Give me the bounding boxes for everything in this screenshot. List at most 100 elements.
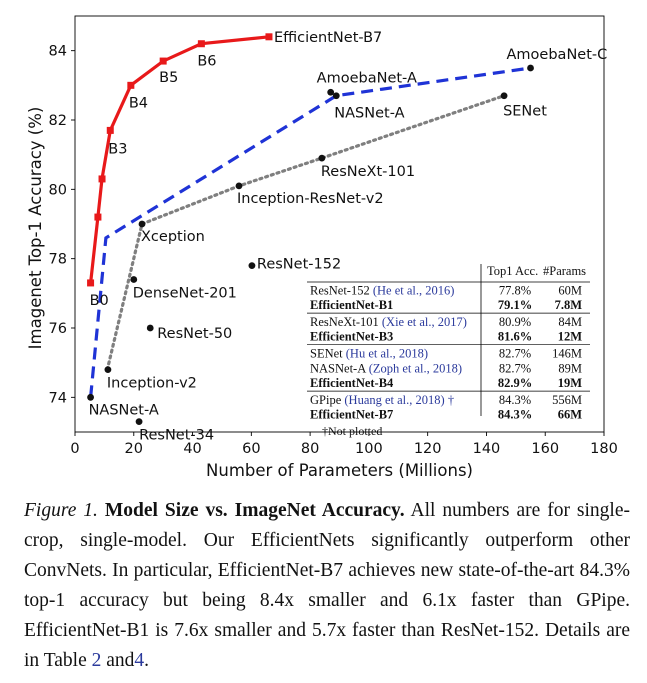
- y-tick-label: 84: [49, 44, 67, 60]
- table-params: 19M: [558, 376, 583, 390]
- table-model: ResNet-152 (He et al., 2016): [310, 283, 454, 297]
- table-params: 84M: [558, 315, 582, 329]
- model-label: SENet: [503, 104, 547, 120]
- x-tick-label: 80: [301, 441, 319, 457]
- caption-label: Figure 1.: [24, 500, 98, 521]
- table-acc: 82.9%: [498, 376, 532, 390]
- caption-body: All numbers are for single-crop, single-…: [24, 500, 631, 671]
- axes: 0 20 40 60 80 100 120 140 160 180 74 76 78 80 82 84 Numb…: [26, 15, 618, 480]
- x-axis-label: Number of Parameters (Millions): [206, 461, 473, 480]
- x-tick-label: 20: [125, 441, 143, 457]
- efficientnet-marker: [94, 213, 102, 221]
- table-citation: (Hu et al., 2018): [346, 347, 428, 361]
- data-points: [87, 33, 534, 425]
- efficientnet-label: B0: [90, 293, 109, 309]
- y-tick-label: 78: [49, 252, 67, 268]
- model-label: ResNet-152: [257, 257, 341, 273]
- model-label: Xception: [141, 229, 205, 245]
- efficientnet-marker: [127, 81, 135, 89]
- model-label: NASNet-A: [334, 106, 404, 122]
- table-acc: 84.3%: [499, 393, 531, 407]
- model-label: AmoebaNet-A: [317, 70, 417, 86]
- table-model: EfficientNet-B4: [310, 376, 394, 390]
- model-point: [138, 220, 146, 228]
- table-model: ResNeXt-101 (Xie et al., 2017): [310, 315, 467, 329]
- table-acc: 79.1%: [498, 298, 532, 312]
- efficientnet-marker: [265, 33, 273, 41]
- model-point: [146, 324, 154, 332]
- x-tick-label: 120: [414, 441, 442, 457]
- table-acc: 81.6%: [498, 330, 532, 344]
- caption-and: and: [106, 650, 135, 671]
- x-tick-label: 100: [355, 441, 383, 457]
- y-tick-label: 76: [49, 321, 67, 337]
- point-labels: B0 B3 B4 B5 B6 EfficientNet-B7 NASNet-A Incepti…: [89, 30, 608, 444]
- chart: 0 20 40 60 80 100 120 140 160 180 74 76 78 80 82 84 Numb…: [26, 15, 618, 480]
- efficientnet-label: EfficientNet-B7: [274, 30, 382, 46]
- efficientnet-marker: [159, 57, 167, 65]
- dashed-series-line: [89, 66, 531, 398]
- y-tick-label: 80: [49, 182, 67, 198]
- model-point: [235, 182, 243, 190]
- y-tick-label: 82: [49, 113, 67, 129]
- model-point: [527, 64, 534, 72]
- table-ref-link[interactable]: 2: [91, 650, 102, 671]
- table-acc: 80.9%: [499, 315, 531, 329]
- table-model: NASNet-A (Zoph et al., 2018): [310, 361, 462, 375]
- table-acc: 82.7%: [499, 361, 531, 375]
- efficientnet-line: [89, 35, 270, 284]
- model-point: [248, 262, 256, 269]
- caption-end: .: [144, 650, 149, 671]
- efficientnet-label: B6: [197, 54, 216, 70]
- table-params: 7.8M: [555, 298, 583, 312]
- model-point: [87, 393, 94, 401]
- table-params: 89M: [558, 361, 582, 375]
- table-citation: (Huang et al., 2018) †: [344, 393, 454, 407]
- model-point: [500, 92, 508, 100]
- model-label: NASNet-A: [89, 402, 159, 418]
- table-params: 66M: [558, 408, 583, 422]
- model-label: DenseNet-201: [133, 285, 237, 301]
- efficientnet-label: B4: [129, 95, 148, 111]
- table-params: 60M: [558, 283, 582, 297]
- table-header: Top1 Acc.: [487, 264, 538, 278]
- table-params: 12M: [558, 330, 583, 344]
- model-label: AmoebaNet-C: [507, 47, 608, 63]
- x-tick-label: 40: [183, 441, 201, 457]
- y-tick-label: 74: [49, 390, 67, 406]
- table-model: EfficientNet-B1: [310, 298, 393, 312]
- table-footnote: †Not plotted: [322, 424, 382, 438]
- caption-title: Model Size vs. ImageNet Accuracy.: [104, 500, 405, 521]
- table-model: GPipe (Huang et al., 2018) †: [310, 393, 454, 407]
- model-label: ResNet-50: [157, 326, 232, 342]
- efficientnet-marker: [106, 126, 114, 134]
- table-citation: (Xie et al., 2017): [382, 315, 467, 329]
- table-ref-link[interactable]: 4: [134, 650, 145, 671]
- table-citation: (He et al., 2016): [373, 283, 455, 297]
- table-model: SENet (Hu et al., 2018): [310, 347, 428, 361]
- model-point: [104, 366, 112, 373]
- table-params: 556M: [552, 393, 582, 407]
- model-point: [130, 276, 138, 283]
- model-point: [327, 88, 335, 96]
- table-params: 146M: [552, 347, 582, 361]
- plot-frame: [74, 15, 605, 433]
- model-point: [135, 418, 143, 425]
- x-tick-label: 0: [70, 441, 79, 457]
- model-label: ResNeXt-101: [321, 164, 415, 180]
- comparison-table: Top1 Acc. #Params ResNet-152 (He et al., 2…: [307, 264, 590, 438]
- table-model: EfficientNet-B3: [310, 330, 393, 344]
- figure-caption: Figure 1. Model Size vs. ImageNet Accura…: [24, 496, 630, 676]
- model-label: Inception-ResNet-v2: [237, 191, 384, 207]
- table-model: EfficientNet-B7: [310, 408, 393, 422]
- table-citation: (Zoph et al., 2018): [369, 361, 462, 375]
- y-axis-label: Imagenet Top-1 Accuracy (%): [26, 107, 45, 350]
- table-acc: 82.7%: [499, 347, 531, 361]
- model-point: [332, 92, 340, 100]
- efficientnet-label: B5: [159, 70, 178, 86]
- x-tick-label: 60: [242, 441, 260, 457]
- model-label: ResNet-34: [139, 428, 214, 444]
- efficientnet-marker: [87, 279, 95, 287]
- x-tick-label: 180: [590, 441, 618, 457]
- efficientnet-label: B3: [108, 141, 127, 157]
